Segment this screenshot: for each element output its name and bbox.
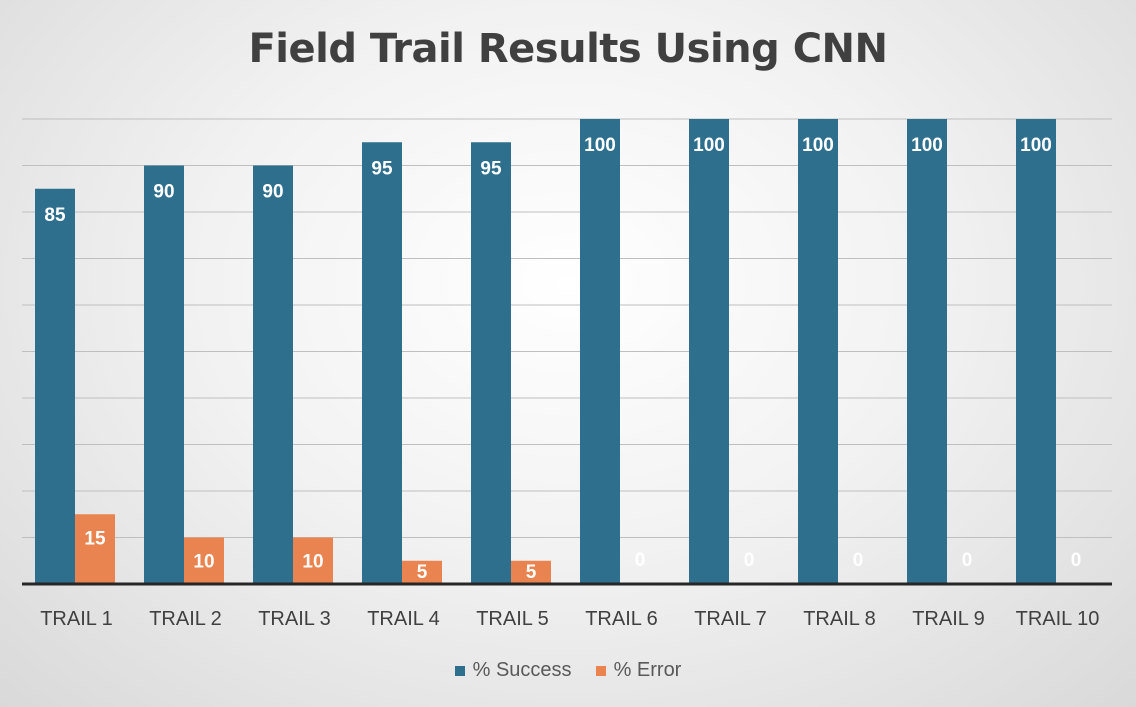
data-label-error: 0 (635, 550, 646, 571)
data-label-error: 5 (417, 562, 428, 583)
bar-success (253, 165, 293, 584)
x-tick-label: TRAIL 10 (1016, 608, 1100, 630)
data-label-success: 100 (802, 135, 834, 156)
bar-success (798, 119, 838, 584)
legend-swatch-success (454, 665, 465, 676)
x-tick-label: TRAIL 7 (694, 608, 767, 630)
data-label-error: 0 (962, 550, 973, 571)
x-tick-label: TRAIL 3 (258, 608, 331, 630)
bar-success (1016, 119, 1056, 584)
x-tick-label: TRAIL 5 (476, 608, 549, 630)
data-label-error: 10 (193, 552, 214, 573)
bar-success (144, 165, 184, 584)
bar-success (35, 188, 75, 584)
bar-error (184, 537, 224, 584)
data-label-success: 100 (911, 135, 943, 156)
x-tick-label: TRAIL 1 (40, 608, 113, 630)
data-label-error: 0 (853, 550, 864, 571)
data-label-success: 100 (693, 135, 725, 156)
chart-title: Field Trail Results Using CNN (248, 26, 888, 72)
bar-error (75, 514, 115, 584)
data-label-success: 90 (153, 182, 174, 203)
legend-label-success: % Success (472, 659, 572, 681)
x-tick-label: TRAIL 4 (367, 608, 440, 630)
legend-label-error: % Error (613, 659, 682, 681)
data-label-success: 85 (44, 205, 66, 226)
data-label-error: 0 (1071, 550, 1082, 571)
bar-error (402, 560, 442, 584)
data-label-error: 5 (526, 562, 537, 583)
data-label-error: 15 (84, 528, 106, 549)
x-tick-label: TRAIL 9 (912, 608, 985, 630)
bar-success (907, 119, 947, 584)
bar-success (362, 142, 402, 584)
legend-item-error: % Error (595, 659, 682, 682)
bar-success (471, 142, 511, 584)
data-label-error: 0 (744, 550, 755, 571)
data-label-error: 10 (302, 552, 323, 573)
bar-error (511, 560, 551, 584)
x-tick-label: TRAIL 8 (803, 608, 876, 630)
data-label-success: 90 (262, 182, 283, 203)
x-tick-label: TRAIL 6 (585, 608, 658, 630)
data-label-success: 100 (584, 135, 616, 156)
data-label-success: 95 (480, 158, 502, 179)
data-label-success: 100 (1020, 135, 1052, 156)
legend-swatch-error (595, 665, 606, 676)
bar-success (580, 119, 620, 584)
bar-error (293, 537, 333, 584)
legend: % Success % Error (0, 659, 1136, 682)
bar-success (689, 119, 729, 584)
data-label-success: 95 (371, 158, 393, 179)
legend-item-success: % Success (454, 659, 572, 682)
x-tick-label: TRAIL 2 (149, 608, 222, 630)
